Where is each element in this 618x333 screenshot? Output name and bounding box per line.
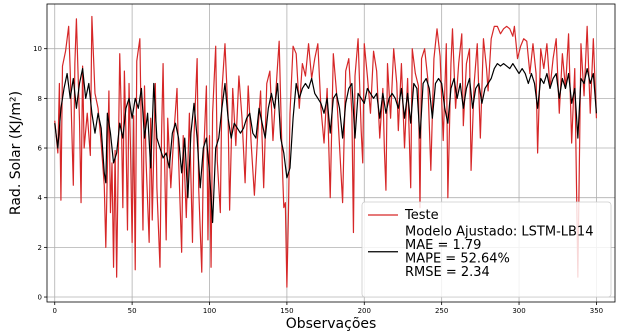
legend-entry-text: Modelo Ajustado: LSTM-LB14 xyxy=(405,225,593,240)
x-axis-label: Observações xyxy=(286,316,377,332)
ticks: 0 50 100 150 200 250 300 350 0 2 4 6 8 10 xyxy=(33,45,603,315)
x-tick-label: 50 xyxy=(128,307,137,315)
x-tick-label: 100 xyxy=(203,307,216,315)
x-tick-label: 150 xyxy=(280,307,293,315)
plot-frame xyxy=(46,3,616,303)
y-tick-label: 2 xyxy=(38,244,42,252)
y-axis-label: Rad. Solar (KJ/m²) xyxy=(8,91,24,215)
x-tick-label: 350 xyxy=(590,307,603,315)
series-line-0 xyxy=(54,15,598,288)
x-tick-label: 300 xyxy=(512,307,525,315)
y-tick-label: 4 xyxy=(38,194,43,202)
series-line-1 xyxy=(54,63,598,224)
legend-entry-text: Teste xyxy=(404,208,439,223)
x-tick-label: 250 xyxy=(435,307,448,315)
x-tick-label: 0 xyxy=(53,307,57,315)
y-tick-label: 8 xyxy=(38,95,42,103)
legend-entry-text: MAE = 1.79 xyxy=(405,238,481,253)
legend-box xyxy=(361,201,612,298)
legend-entry-text: MAPE = 52.64% xyxy=(405,252,510,267)
y-tick-label: 6 xyxy=(38,145,43,153)
x-tick-label: 200 xyxy=(358,307,371,315)
series-layer xyxy=(54,15,598,288)
legend-entry-text: RMSE = 2.34 xyxy=(405,265,490,280)
y-tick-label: 10 xyxy=(33,45,42,53)
y-tick-label: 0 xyxy=(38,294,42,302)
